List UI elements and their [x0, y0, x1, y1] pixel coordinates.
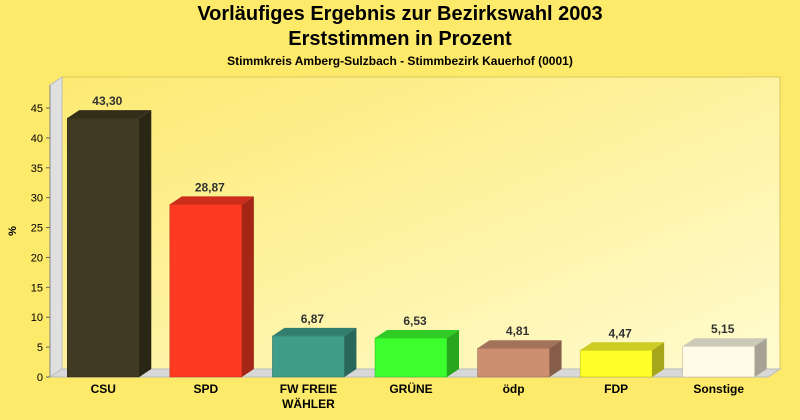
x-tick-label: GRÜNE [389, 381, 432, 396]
bar-front [169, 204, 243, 378]
plot-left-wall [49, 76, 63, 378]
bar [374, 329, 459, 378]
bar [169, 196, 254, 378]
bar [272, 327, 357, 378]
bar-value-label: 6,53 [403, 314, 427, 328]
bar-side [344, 327, 357, 377]
bar-front [67, 117, 140, 378]
chart-title: Vorläufiges Ergebnis zur Bezirkswahl 200… [197, 3, 603, 25]
y-tick-label: 40 [31, 133, 43, 145]
y-tick-label: 10 [31, 312, 43, 324]
bar-value-label: 4,81 [506, 324, 530, 338]
bar-value-label: 28,87 [195, 180, 225, 194]
bar-side [754, 338, 767, 377]
y-tick-label: 45 [31, 103, 43, 115]
bar-side [549, 340, 562, 377]
bar [477, 340, 562, 378]
bar-top [375, 329, 459, 338]
bar-top [682, 338, 767, 347]
x-tick-label: FDP [604, 382, 628, 396]
bar [67, 110, 152, 378]
y-tick-label: 5 [37, 342, 43, 354]
bar-value-label: 43,30 [92, 94, 122, 108]
chart-subtitle: Stimmkreis Amberg-Sulzbach - Stimmbezirk… [227, 54, 573, 68]
y-tick-label: 35 [31, 163, 43, 175]
bar-front [272, 335, 345, 378]
bar-top [477, 340, 562, 349]
bar [579, 342, 665, 378]
y-tick-label: 25 [31, 223, 43, 235]
bar-side [447, 329, 459, 377]
bar-value-label: 5,15 [711, 322, 735, 336]
bar-top [67, 110, 152, 119]
bar-side [241, 196, 254, 377]
bar [682, 338, 767, 378]
x-tick-label: SPD [194, 382, 219, 396]
bar-value-label: 4,47 [608, 326, 632, 340]
x-tick-label: CSU [91, 382, 116, 396]
bar-side [139, 110, 152, 377]
y-tick-label: 0 [37, 372, 43, 384]
bar-top [272, 327, 357, 336]
x-tick-label: WÄHLER [282, 396, 335, 411]
x-tick-label: FW FREIE [280, 382, 337, 396]
bar-top [580, 342, 665, 351]
x-tick-label: Sonstige [693, 382, 744, 396]
bar-front [374, 337, 448, 378]
y-tick-label: 15 [31, 282, 43, 294]
x-tick-label: ödp [503, 382, 525, 396]
bar-front [579, 350, 653, 378]
bar-front [477, 347, 550, 378]
bar-side [652, 342, 665, 377]
bar-front [682, 345, 755, 378]
y-tick-label: 30 [31, 193, 43, 205]
bar-top [169, 196, 254, 205]
bar-value-label: 6,87 [301, 312, 325, 326]
chart-title-line2: Erststimmen in Prozent [288, 28, 512, 50]
y-tick-label: 20 [31, 252, 43, 264]
